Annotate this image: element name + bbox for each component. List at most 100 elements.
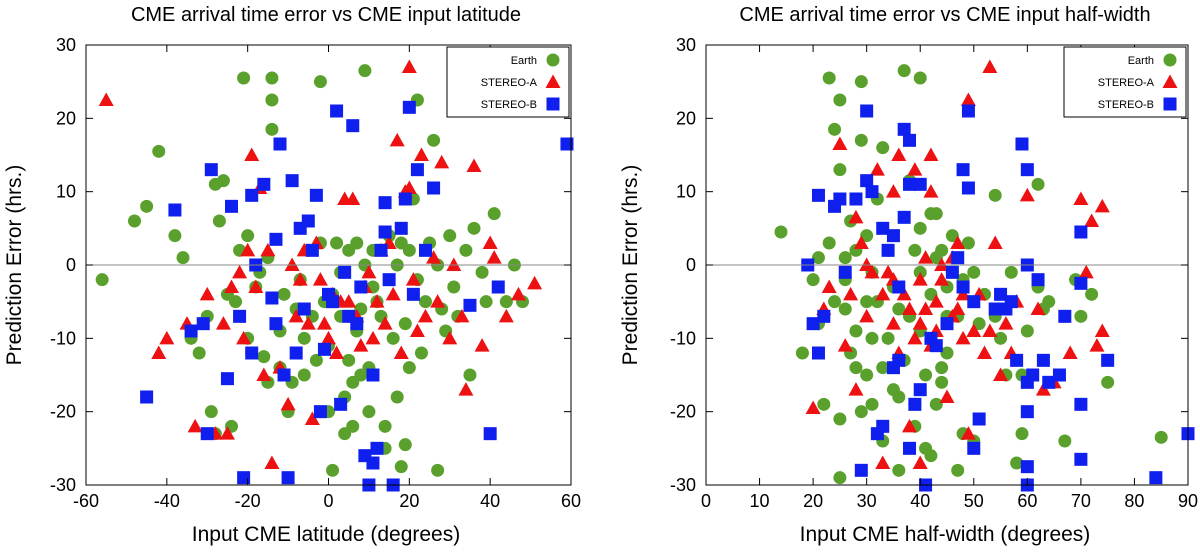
stereo-a-point	[418, 308, 433, 323]
latitude-x-tick-label: 20	[399, 491, 419, 511]
earth-point	[216, 174, 230, 188]
stereo-a-point	[329, 345, 345, 359]
earth-point	[811, 251, 825, 265]
stereo-a-point	[939, 389, 955, 403]
earth-point	[265, 122, 279, 136]
latitude-panel: CME arrival time error vs CME input lati…	[3, 4, 581, 546]
stereo-b-point	[281, 471, 295, 485]
earth-point	[935, 361, 949, 375]
stereo-a-point	[224, 279, 239, 293]
stereo-a-point	[918, 250, 934, 264]
stereo-b-point	[967, 441, 981, 455]
earth-point	[1085, 287, 1099, 301]
stereo-a-point	[466, 158, 482, 172]
stereo-a-point	[955, 286, 971, 301]
earth-point	[919, 368, 933, 382]
earth-point	[876, 361, 890, 375]
stereo-a-point	[321, 330, 336, 345]
stereo-b-point	[204, 163, 218, 177]
stereo-a-point	[219, 426, 235, 440]
stereo-a-point	[853, 235, 869, 249]
stereo-a-point	[236, 330, 252, 345]
half-width-panel: CME arrival time error vs CME input half…	[619, 4, 1198, 546]
latitude-y-tick-label: -30	[50, 475, 76, 495]
stereo-a-point	[345, 191, 361, 205]
stereo-a-point	[918, 301, 934, 315]
earth-point	[463, 368, 477, 382]
earth-point	[499, 295, 513, 309]
stereo-b-point	[374, 243, 388, 257]
legend-marker-earth	[546, 53, 560, 67]
half-width-marks	[774, 59, 1195, 492]
stereo-b-point	[366, 368, 380, 382]
stereo-b-point	[220, 372, 234, 386]
half-width-y-tick-label: -20	[670, 402, 696, 422]
earth-point	[1015, 427, 1029, 441]
stereo-a-point	[982, 323, 998, 337]
stereo-a-point	[264, 455, 280, 469]
stereo-b-point	[1031, 273, 1045, 287]
stereo-a-point	[240, 242, 256, 257]
stereo-b-point	[560, 137, 574, 151]
stereo-b-point	[1036, 353, 1050, 367]
stereo-a-point	[891, 147, 907, 161]
stereo-b-point	[184, 324, 198, 338]
stereo-b-point	[876, 419, 890, 433]
earth-point	[833, 412, 847, 426]
stereo-b-point	[988, 302, 1002, 316]
stereo-a-point	[1084, 213, 1100, 227]
stereo-a-point	[454, 308, 470, 323]
stereo-a-point	[199, 286, 215, 301]
stereo-b-point	[245, 346, 259, 360]
stereo-b-point	[419, 243, 432, 257]
stereo-a-point	[982, 59, 998, 73]
earth-point	[935, 243, 949, 257]
earth-point	[1010, 456, 1024, 470]
stereo-b-point	[854, 463, 868, 477]
latitude-x-tick-label: 60	[561, 491, 581, 511]
stereo-b-point	[317, 342, 331, 356]
stereo-a-point	[300, 316, 316, 330]
stereo-b-point	[350, 317, 364, 331]
legend-label-stereo-b: STEREO-B	[481, 99, 537, 111]
stereo-b-point	[903, 177, 917, 191]
stereo-a-point	[998, 316, 1014, 330]
stereo-a-point	[474, 338, 490, 352]
stereo-b-point	[1101, 353, 1115, 367]
earth-point	[838, 251, 852, 265]
stereo-a-point	[353, 338, 369, 352]
half-width-y-tick-label: 0	[686, 255, 696, 275]
half-width-x-tick-label: 90	[1178, 491, 1198, 511]
earth-point	[828, 122, 842, 136]
stereo-a-point	[260, 242, 276, 257]
stereo-b-point	[1020, 163, 1034, 177]
stereo-b-point	[277, 368, 291, 382]
earth-point	[881, 331, 895, 345]
stereo-a-point	[409, 323, 425, 337]
earth-point	[924, 287, 938, 301]
half-width-x-tick-label: 80	[1124, 491, 1144, 511]
earth-point	[152, 144, 166, 158]
legend-label-stereo-a: STEREO-A	[1098, 77, 1155, 89]
earth-point	[487, 207, 501, 221]
earth-point	[330, 236, 344, 250]
earth-point	[128, 214, 141, 228]
stereo-b-point	[833, 192, 847, 206]
half-width-y-tick-label: 10	[676, 182, 696, 202]
earth-point	[924, 449, 938, 463]
stereo-a-point	[934, 272, 950, 286]
stereo-a-point	[976, 345, 992, 359]
stereo-b-point	[811, 188, 825, 202]
stereo-a-point	[151, 345, 167, 359]
stereo-b-point	[1058, 309, 1072, 323]
earth-point	[1020, 324, 1034, 338]
stereo-a-point	[385, 286, 401, 301]
earth-point	[414, 346, 428, 360]
latitude-x-tick-label: -20	[235, 491, 261, 511]
earth-point	[309, 353, 323, 367]
stereo-a-point	[966, 323, 982, 337]
half-width-x-tick-label: 60	[1017, 491, 1037, 511]
legend-label-stereo-b: STEREO-B	[1098, 99, 1154, 111]
stereo-a-point	[304, 411, 320, 425]
stereo-b-point	[897, 122, 911, 136]
